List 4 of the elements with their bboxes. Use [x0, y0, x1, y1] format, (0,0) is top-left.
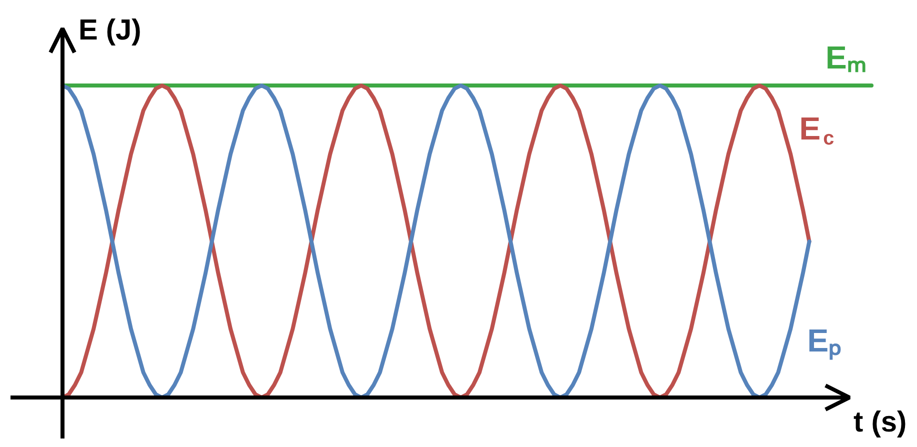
series-label: Eₘ: [826, 40, 866, 76]
series-label: Eₚ: [807, 322, 842, 360]
x-axis-title: t (s): [854, 406, 907, 438]
y-axis-title: E (J): [78, 14, 142, 46]
